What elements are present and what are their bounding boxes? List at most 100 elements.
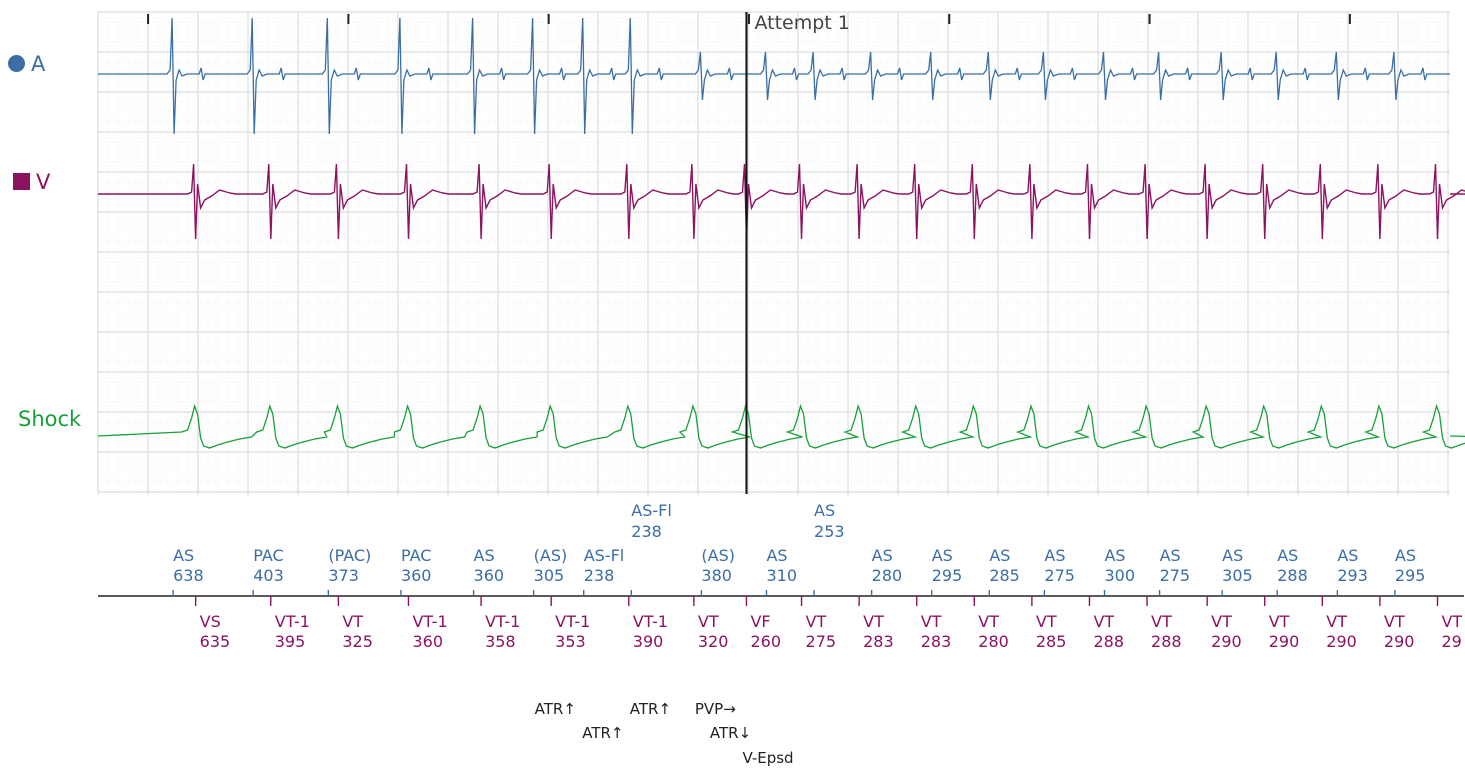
channel-label-a-text: A: [31, 52, 46, 76]
ventricular-marker-label: VT: [863, 612, 884, 631]
ventricular-marker-label: VT-1: [633, 612, 668, 631]
atrial-marker-interval: 310: [766, 566, 797, 585]
ventricular-marker-interval: 283: [863, 632, 894, 651]
atrial-marker-interval: 238: [631, 522, 662, 541]
atrial-marker-label: AS: [989, 546, 1010, 565]
atrial-marker-interval: 360: [401, 566, 432, 585]
atrial-marker-interval: 288: [1277, 566, 1308, 585]
ventricular-marker-label: VT-1: [275, 612, 310, 631]
atrial-marker-label: AS: [1277, 546, 1298, 565]
ventricular-marker-label: VT: [806, 612, 827, 631]
ventricular-marker-label: VT-1: [485, 612, 520, 631]
ventricular-egm-trace: [98, 163, 1465, 240]
ventricular-marker-label: VT: [698, 612, 719, 631]
ventricular-marker-label: VT: [1384, 612, 1405, 631]
atrial-marker-interval: 285: [989, 566, 1020, 585]
ventricular-marker-label: VT: [1093, 612, 1114, 631]
ventricular-marker-label: VT: [1036, 612, 1057, 631]
ventricular-marker-label: VS: [200, 612, 221, 631]
traces: [97, 17, 1465, 449]
ventricular-marker-label: VT: [342, 612, 363, 631]
ventricular-marker-interval: 29: [1441, 632, 1461, 651]
shock-egm-trace: [97, 403, 1465, 449]
ventricular-marker-label: VT: [1269, 612, 1290, 631]
ventricular-marker-interval: 275: [806, 632, 837, 651]
attempt-marker: Attempt 1: [745, 12, 850, 494]
device-marker-label: ATR↓: [710, 724, 751, 742]
ventricular-marker-label: VT: [1326, 612, 1347, 631]
atrial-marker-interval: 305: [534, 566, 565, 585]
ventricular-marker-interval: 288: [1093, 632, 1124, 651]
atrial-marker-interval: 253: [814, 522, 845, 541]
ventricular-marker-interval: 635: [200, 632, 231, 651]
ventricular-marker-interval: 280: [978, 632, 1009, 651]
ventricular-marker-interval: 285: [1036, 632, 1067, 651]
grid: [97, 11, 1450, 495]
ventricular-marker-interval: 290: [1384, 632, 1415, 651]
atrial-marker-label: AS: [1044, 546, 1065, 565]
attempt-label: Attempt 1: [754, 12, 849, 34]
ventricular-marker-label: VF: [750, 612, 770, 631]
ventricular-marker-interval: 290: [1326, 632, 1357, 651]
atrial-marker-interval: 293: [1337, 566, 1368, 585]
atrial-marker-interval: 360: [474, 566, 505, 585]
atrial-marker-label: AS: [1160, 546, 1181, 565]
ventricular-marker-interval: 290: [1211, 632, 1242, 651]
device-marker-label: ATR↑: [630, 700, 671, 718]
atrial-marker-interval: 275: [1160, 566, 1191, 585]
atrial-marker-label: PAC: [401, 546, 431, 565]
ventricular-marker-interval: 283: [921, 632, 952, 651]
atrial-marker-label: AS: [1395, 546, 1416, 565]
atrial-marker-interval: 638: [173, 566, 204, 585]
atrial-marker-label: (AS): [701, 546, 735, 565]
atrial-marker-interval: 300: [1104, 566, 1135, 585]
ventricular-marker-label: VT: [1441, 612, 1462, 631]
channel-label-a: A: [8, 52, 45, 76]
ventricular-marker-interval: 288: [1151, 632, 1182, 651]
atrial-marker-label: AS: [814, 501, 835, 520]
channel-label-v-text: V: [36, 170, 51, 194]
ventricular-marker-label: VT: [978, 612, 999, 631]
ventricular-marker-interval: 395: [275, 632, 306, 651]
channel-label-shock: Shock: [18, 407, 81, 431]
ventricular-marker-label: VT-1: [412, 612, 447, 631]
atrial-marker-label: AS: [1104, 546, 1125, 565]
atrial-marker-label: AS: [1337, 546, 1358, 565]
atrial-marker-interval: 380: [701, 566, 732, 585]
atrial-marker-label: PAC: [253, 546, 283, 565]
atrial-marker-interval: 295: [932, 566, 963, 585]
ventricular-marker-label: VT-1: [555, 612, 590, 631]
atrial-marker-interval: 403: [253, 566, 284, 585]
device-marker-label: ATR↑: [582, 724, 623, 742]
atrial-marker-interval: 275: [1044, 566, 1075, 585]
atrial-marker-label: (AS): [534, 546, 568, 565]
atrial-marker-label: (PAC): [328, 546, 371, 565]
atrial-egm-trace: [98, 17, 1450, 135]
atrial-marker-label: AS-Fl: [631, 501, 672, 520]
atrial-marker-label: AS: [1222, 546, 1243, 565]
ventricular-marker-label: VT: [921, 612, 942, 631]
atrial-marker-interval: 280: [872, 566, 903, 585]
ventricular-marker-interval: 325: [342, 632, 373, 651]
ventricular-marker-interval: 320: [698, 632, 729, 651]
atrial-marker-label: AS: [932, 546, 953, 565]
device-marker-label: V-Epsd: [742, 749, 793, 767]
atrial-marker-label: AS: [766, 546, 787, 565]
atrial-marker-interval: 238: [584, 566, 615, 585]
ventricular-marker-interval: 353: [555, 632, 586, 651]
ventricular-marker-interval: 358: [485, 632, 516, 651]
device-marker-label: PVP→: [695, 700, 736, 718]
ventricular-marker-label: VT: [1151, 612, 1172, 631]
ventricular-marker-label: VT: [1211, 612, 1232, 631]
ventricular-marker-interval: 390: [633, 632, 664, 651]
channel-label-v: V: [13, 170, 50, 194]
circle-icon: [8, 55, 25, 72]
atrial-marker-interval: 295: [1395, 566, 1426, 585]
device-marker-label: ATR↑: [535, 700, 576, 718]
atrial-marker-label: AS: [173, 546, 194, 565]
marker-channel: AS638PAC403(PAC)373PAC360AS360(AS)305AS-…: [98, 501, 1464, 767]
square-icon: [13, 173, 30, 190]
atrial-marker-interval: 373: [328, 566, 359, 585]
ventricular-marker-interval: 290: [1269, 632, 1300, 651]
